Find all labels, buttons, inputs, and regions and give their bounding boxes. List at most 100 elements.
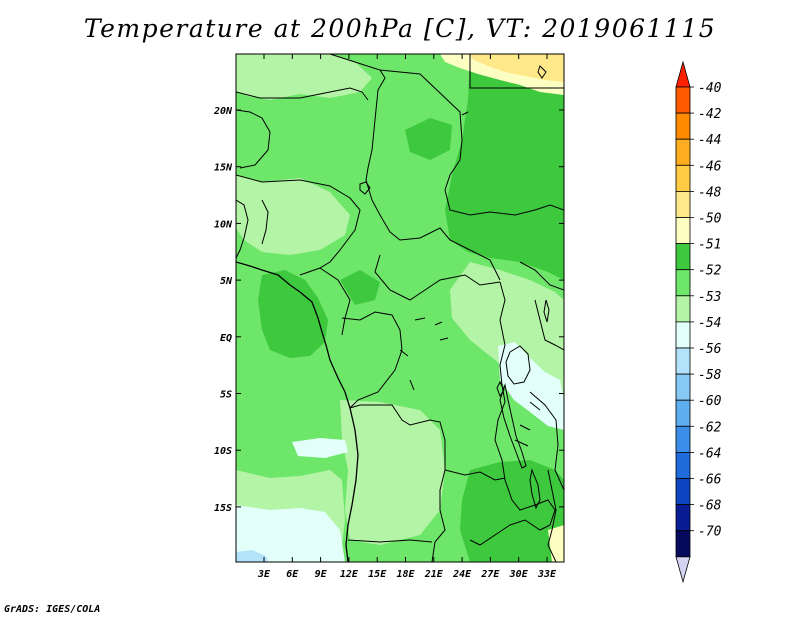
country-borders [236, 54, 564, 562]
border-zambia-east [469, 479, 556, 546]
colorbar-swatch [675, 164, 691, 192]
lake-tanganyika [499, 383, 527, 469]
colorbar-swatch [675, 217, 691, 245]
lat-label: 10N [214, 219, 233, 230]
border-sudan-ssudan [444, 189, 564, 216]
lakes [359, 65, 550, 510]
temperature-field [236, 54, 564, 562]
colorbar-label: -66 [698, 473, 722, 488]
colorbar-label: -54 [698, 316, 721, 331]
lon-label: 6E [286, 569, 299, 580]
colorbar-swatch [675, 86, 691, 114]
field-region--52-sudan [445, 54, 564, 280]
lat-label: 5S [220, 390, 232, 401]
coastline-west-detail [261, 199, 269, 245]
lon-label: 33E [537, 569, 557, 580]
colorbar-swatch [675, 399, 691, 427]
coastline-west-shelf [236, 199, 249, 259]
border-north-west [236, 109, 271, 169]
lat-label: 15S [214, 503, 232, 514]
border-kenya-uganda [534, 299, 564, 351]
lake-malawi [529, 468, 541, 510]
colorbar-label: -44 [698, 133, 721, 148]
lat-label: 10S [214, 446, 232, 457]
coastline-gulf-of-guinea [236, 261, 359, 562]
field-region--54-sahara-north [236, 54, 372, 100]
river-segments-1 [399, 317, 449, 391]
latitude-axis-labels: 20N 15N 10N 5N EQ 5S 10S 15S [213, 106, 233, 514]
border-car-chad [371, 199, 501, 281]
lat-label: 15N [214, 163, 233, 174]
colorbar-label: -53 [698, 290, 721, 305]
grads-credit: GrADS: IGES/COLA [4, 604, 101, 615]
field-region--56-angola-patch [292, 438, 348, 458]
lon-label: 18E [396, 569, 415, 580]
lake-northeast [537, 65, 547, 79]
lon-label: 24E [452, 569, 472, 580]
axis-ticks [236, 54, 564, 562]
border-niger-nigeria [236, 87, 369, 101]
colorbar-label: -58 [698, 368, 722, 383]
lat-label: 20N [213, 106, 233, 117]
lon-label: 27E [480, 569, 500, 580]
colorbar-swatch [675, 504, 691, 532]
colorbar-label: -56 [698, 342, 722, 357]
border-chad-sudan [461, 111, 469, 116]
colorbar-label: -62 [698, 420, 722, 435]
border-tanzania [529, 391, 564, 491]
border-angola-zambia [431, 469, 446, 562]
border-ssudan-east [519, 261, 564, 291]
border-car-south [374, 254, 501, 301]
colorbar-label: -50 [698, 212, 722, 227]
colorbar-label: -70 [698, 525, 722, 540]
lon-label: 12E [340, 569, 359, 580]
colorbar-swatch [675, 373, 691, 401]
field-region--56-southwest [236, 505, 345, 562]
border-egypt-sudan [469, 54, 564, 89]
map-frame [235, 53, 565, 563]
colorbar-label: -42 [698, 107, 722, 122]
border-malawi [547, 469, 557, 562]
lon-label: 9E [315, 569, 328, 580]
border-nigeria-east [236, 174, 361, 276]
field-region--58-corner [236, 550, 268, 562]
lon-label: 3E [257, 569, 271, 580]
longitude-axis-labels: 3E 6E 9E 12E 15E 18E 21E 24E 27E 30E 33E [257, 569, 557, 580]
chart-title: Temperature at 200hPa [C], VT: 201906111… [83, 14, 717, 43]
colorbar-label: -51 [698, 238, 721, 253]
border-cameroon-car [319, 267, 351, 336]
colorbar-swatch [675, 347, 691, 375]
river-segments-2 [514, 401, 541, 447]
field-region--52-gabon [258, 270, 328, 358]
border-drc-angola [349, 404, 506, 481]
colorbar-swatch [675, 530, 691, 558]
colorbar-swatch [675, 451, 691, 479]
border-congo-drc [341, 311, 403, 409]
lon-label: 21E [424, 569, 444, 580]
lake-chad [359, 181, 371, 195]
colorbar-label: -48 [698, 185, 722, 200]
border-libya-chad [379, 69, 463, 191]
colorbar: -40 -42 -44 -46 -48 -50 -51 -52 -53 -54 -56 -58 -60 -… [675, 60, 722, 584]
colorbar-label: -60 [698, 394, 722, 409]
lat-label: 5N [220, 276, 233, 287]
colorbar-label: -52 [698, 264, 722, 279]
colorbar-swatch [675, 112, 691, 140]
colorbar-label: -68 [698, 499, 722, 514]
colorbar-swatch [675, 190, 691, 218]
border-namibia [347, 539, 433, 543]
colorbar-bottom-arrow [675, 556, 691, 584]
colorbar-swatch [675, 269, 691, 297]
colorbar-swatch [675, 321, 691, 349]
lat-label: EQ [220, 333, 232, 344]
colorbar-swatch [675, 295, 691, 323]
lake-turkana [543, 299, 550, 323]
colorbar-swatch [675, 243, 691, 271]
field-region--54-south [340, 400, 445, 545]
colorbar-swatch [675, 425, 691, 453]
lon-label: 15E [368, 569, 387, 580]
lake-victoria [505, 345, 531, 385]
colorbar-swatch [675, 138, 691, 166]
colorbar-label: -46 [698, 159, 722, 174]
field-region--52-central [340, 270, 380, 305]
